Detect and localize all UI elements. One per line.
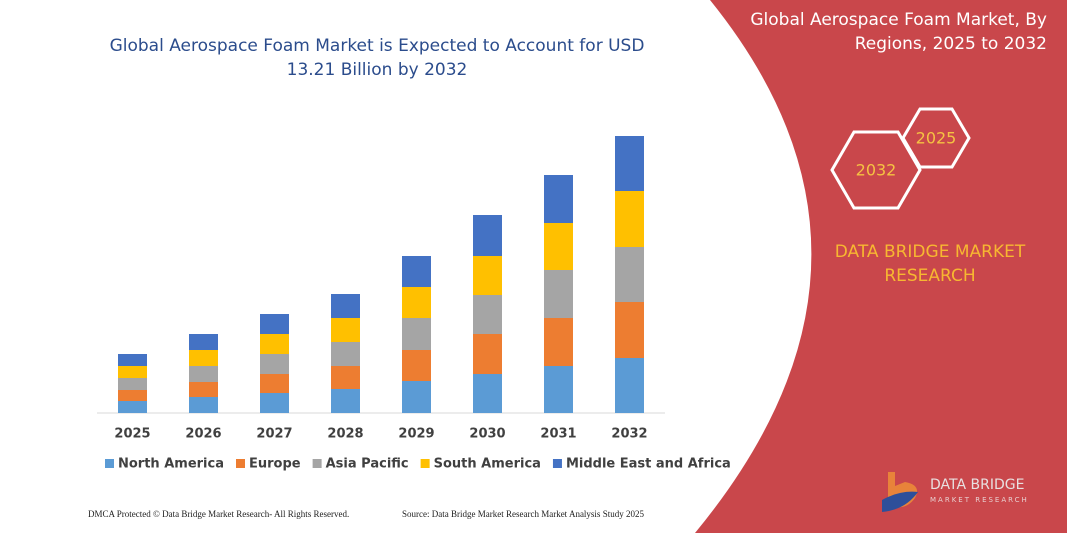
bar-segment [402,318,431,350]
x-tick-label: 2029 [398,427,434,442]
legend-label: Asia Pacific [326,457,409,472]
legend-swatch [312,459,322,468]
bar-segment [544,270,573,318]
bar-segment [118,378,147,390]
panel-title: Global Aerospace Foam Market, By Regions… [750,10,1047,54]
footer-right: Source: Data Bridge Market Research Mark… [402,509,644,519]
bar-segment [402,350,431,381]
logo-mark [882,491,918,512]
bar-segment [260,334,289,354]
bar-segment [331,366,360,389]
bar-segment [331,318,360,342]
bar-segment [331,294,360,318]
bar-segment [473,374,502,413]
bar-segment [118,390,147,401]
bar-segment [118,354,147,366]
x-tick-label: 2026 [185,427,221,442]
footer-left: DMCA Protected © Data Bridge Market Rese… [88,509,349,519]
bar-segment [260,314,289,334]
bar-segment [473,295,502,334]
legend-label: Europe [249,457,301,472]
hexagon-label: 2032 [856,161,897,180]
bar-segment [402,381,431,413]
bar-segment [402,287,431,318]
x-tick-label: 2031 [540,427,576,442]
bar-segment [473,334,502,374]
bar-segment [260,393,289,413]
hexagon-label: 2025 [916,129,957,148]
x-tick-label: 2028 [327,427,363,442]
bar-segment [473,215,502,256]
bar-segment [118,401,147,413]
bar-segment [615,358,644,413]
red-panel [695,0,1067,533]
bar-segment [331,389,360,413]
bar-segment [544,175,573,223]
legend-label: North America [118,457,224,472]
bar-segment [615,302,644,358]
bar-segment [544,366,573,413]
bar-segment [189,334,218,350]
legend-swatch [420,459,430,468]
legend-swatch [236,459,245,468]
logo-name: DATA BRIDGE [930,477,1024,493]
bar-segment [260,374,289,393]
legend-label: South America [434,457,541,472]
legend-swatch [552,459,562,468]
legend-swatch [105,459,114,468]
bar-segment [189,397,218,413]
x-tick-label: 2025 [114,427,150,442]
bar-segment [260,354,289,374]
bar-segment [473,256,502,295]
x-tick-label: 2027 [256,427,292,442]
bar-segment [615,191,644,247]
bar-segment [189,382,218,397]
bar-segment [331,342,360,366]
bar-segment [189,350,218,366]
bar-segment [615,247,644,302]
legend-label: Middle East and Africa [566,457,731,472]
hexagon [901,107,971,169]
hexagon [830,130,922,210]
chart-title: Global Aerospace Foam Market is Expected… [109,36,645,80]
logo-tagline: MARKET RESEARCH [930,496,1029,504]
bar-segment [118,366,147,378]
bar-segment [544,223,573,270]
bar-segment [544,318,573,366]
bar-segment [402,256,431,287]
bar-segment [189,366,218,382]
x-tick-label: 2030 [469,427,505,442]
brand-text: DATA BRIDGE MARKET RESEARCH [834,242,1026,286]
bar-segment [615,136,644,191]
x-tick-label: 2032 [611,427,647,442]
